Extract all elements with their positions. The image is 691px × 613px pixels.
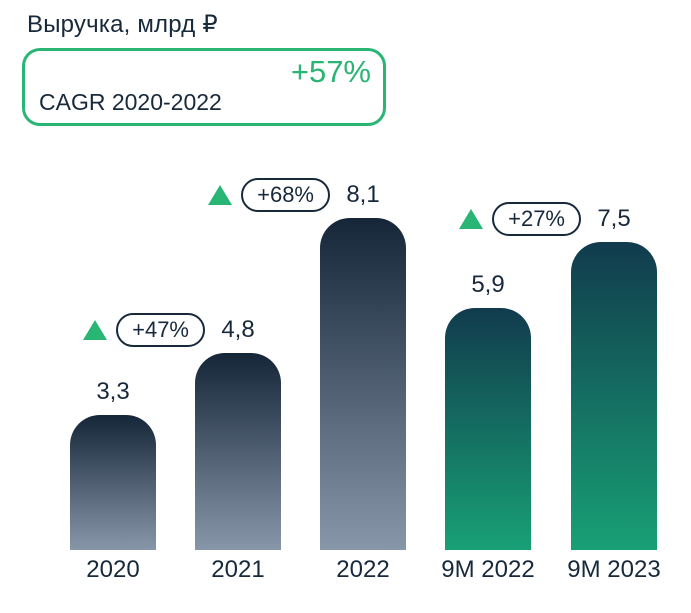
- chart-title: Выручка, млрд ₽: [27, 11, 218, 38]
- category-label-2021: 2021: [211, 556, 265, 583]
- bar-value-label-2021: 4,8: [221, 316, 255, 343]
- growth-badge-2022: +68%: [208, 178, 330, 212]
- growth-badge-pill-9m-2023: +27%: [492, 202, 581, 236]
- triangle-up-icon: [83, 320, 108, 340]
- growth-badge-9m-2023: +27%: [459, 202, 581, 236]
- bar-value-label-9m-2023: 7,5: [597, 205, 631, 232]
- cagr-value: +57%: [290, 54, 371, 89]
- growth-badge-pill-2022: +68%: [241, 178, 330, 212]
- category-label-2020: 2020: [86, 556, 140, 583]
- cagr-label: CAGR 2020-2022: [39, 89, 222, 115]
- bar-9m-2023: [571, 242, 657, 550]
- category-label-2022: 2022: [336, 556, 390, 583]
- bar-9m-2022: [445, 308, 531, 550]
- category-label-9m-2022: 9M 2022: [441, 556, 535, 583]
- triangle-up-icon: [208, 185, 233, 205]
- growth-badge-pill-2021: +47%: [116, 313, 205, 347]
- triangle-up-icon: [459, 209, 484, 229]
- bar-value-label-2020: 3,3: [96, 378, 130, 405]
- bar-2021: [195, 353, 281, 550]
- bar-value-label-9m-2022: 5,9: [471, 271, 505, 298]
- bar-value-label-2022: 8,1: [346, 181, 380, 208]
- growth-badge-2021: +47%: [83, 313, 205, 347]
- bar-2020: [70, 415, 156, 550]
- category-label-9m-2023: 9M 2023: [567, 556, 661, 583]
- bar-2022: [320, 218, 406, 550]
- cagr-callout-box: +57% CAGR 2020-2022: [22, 48, 386, 126]
